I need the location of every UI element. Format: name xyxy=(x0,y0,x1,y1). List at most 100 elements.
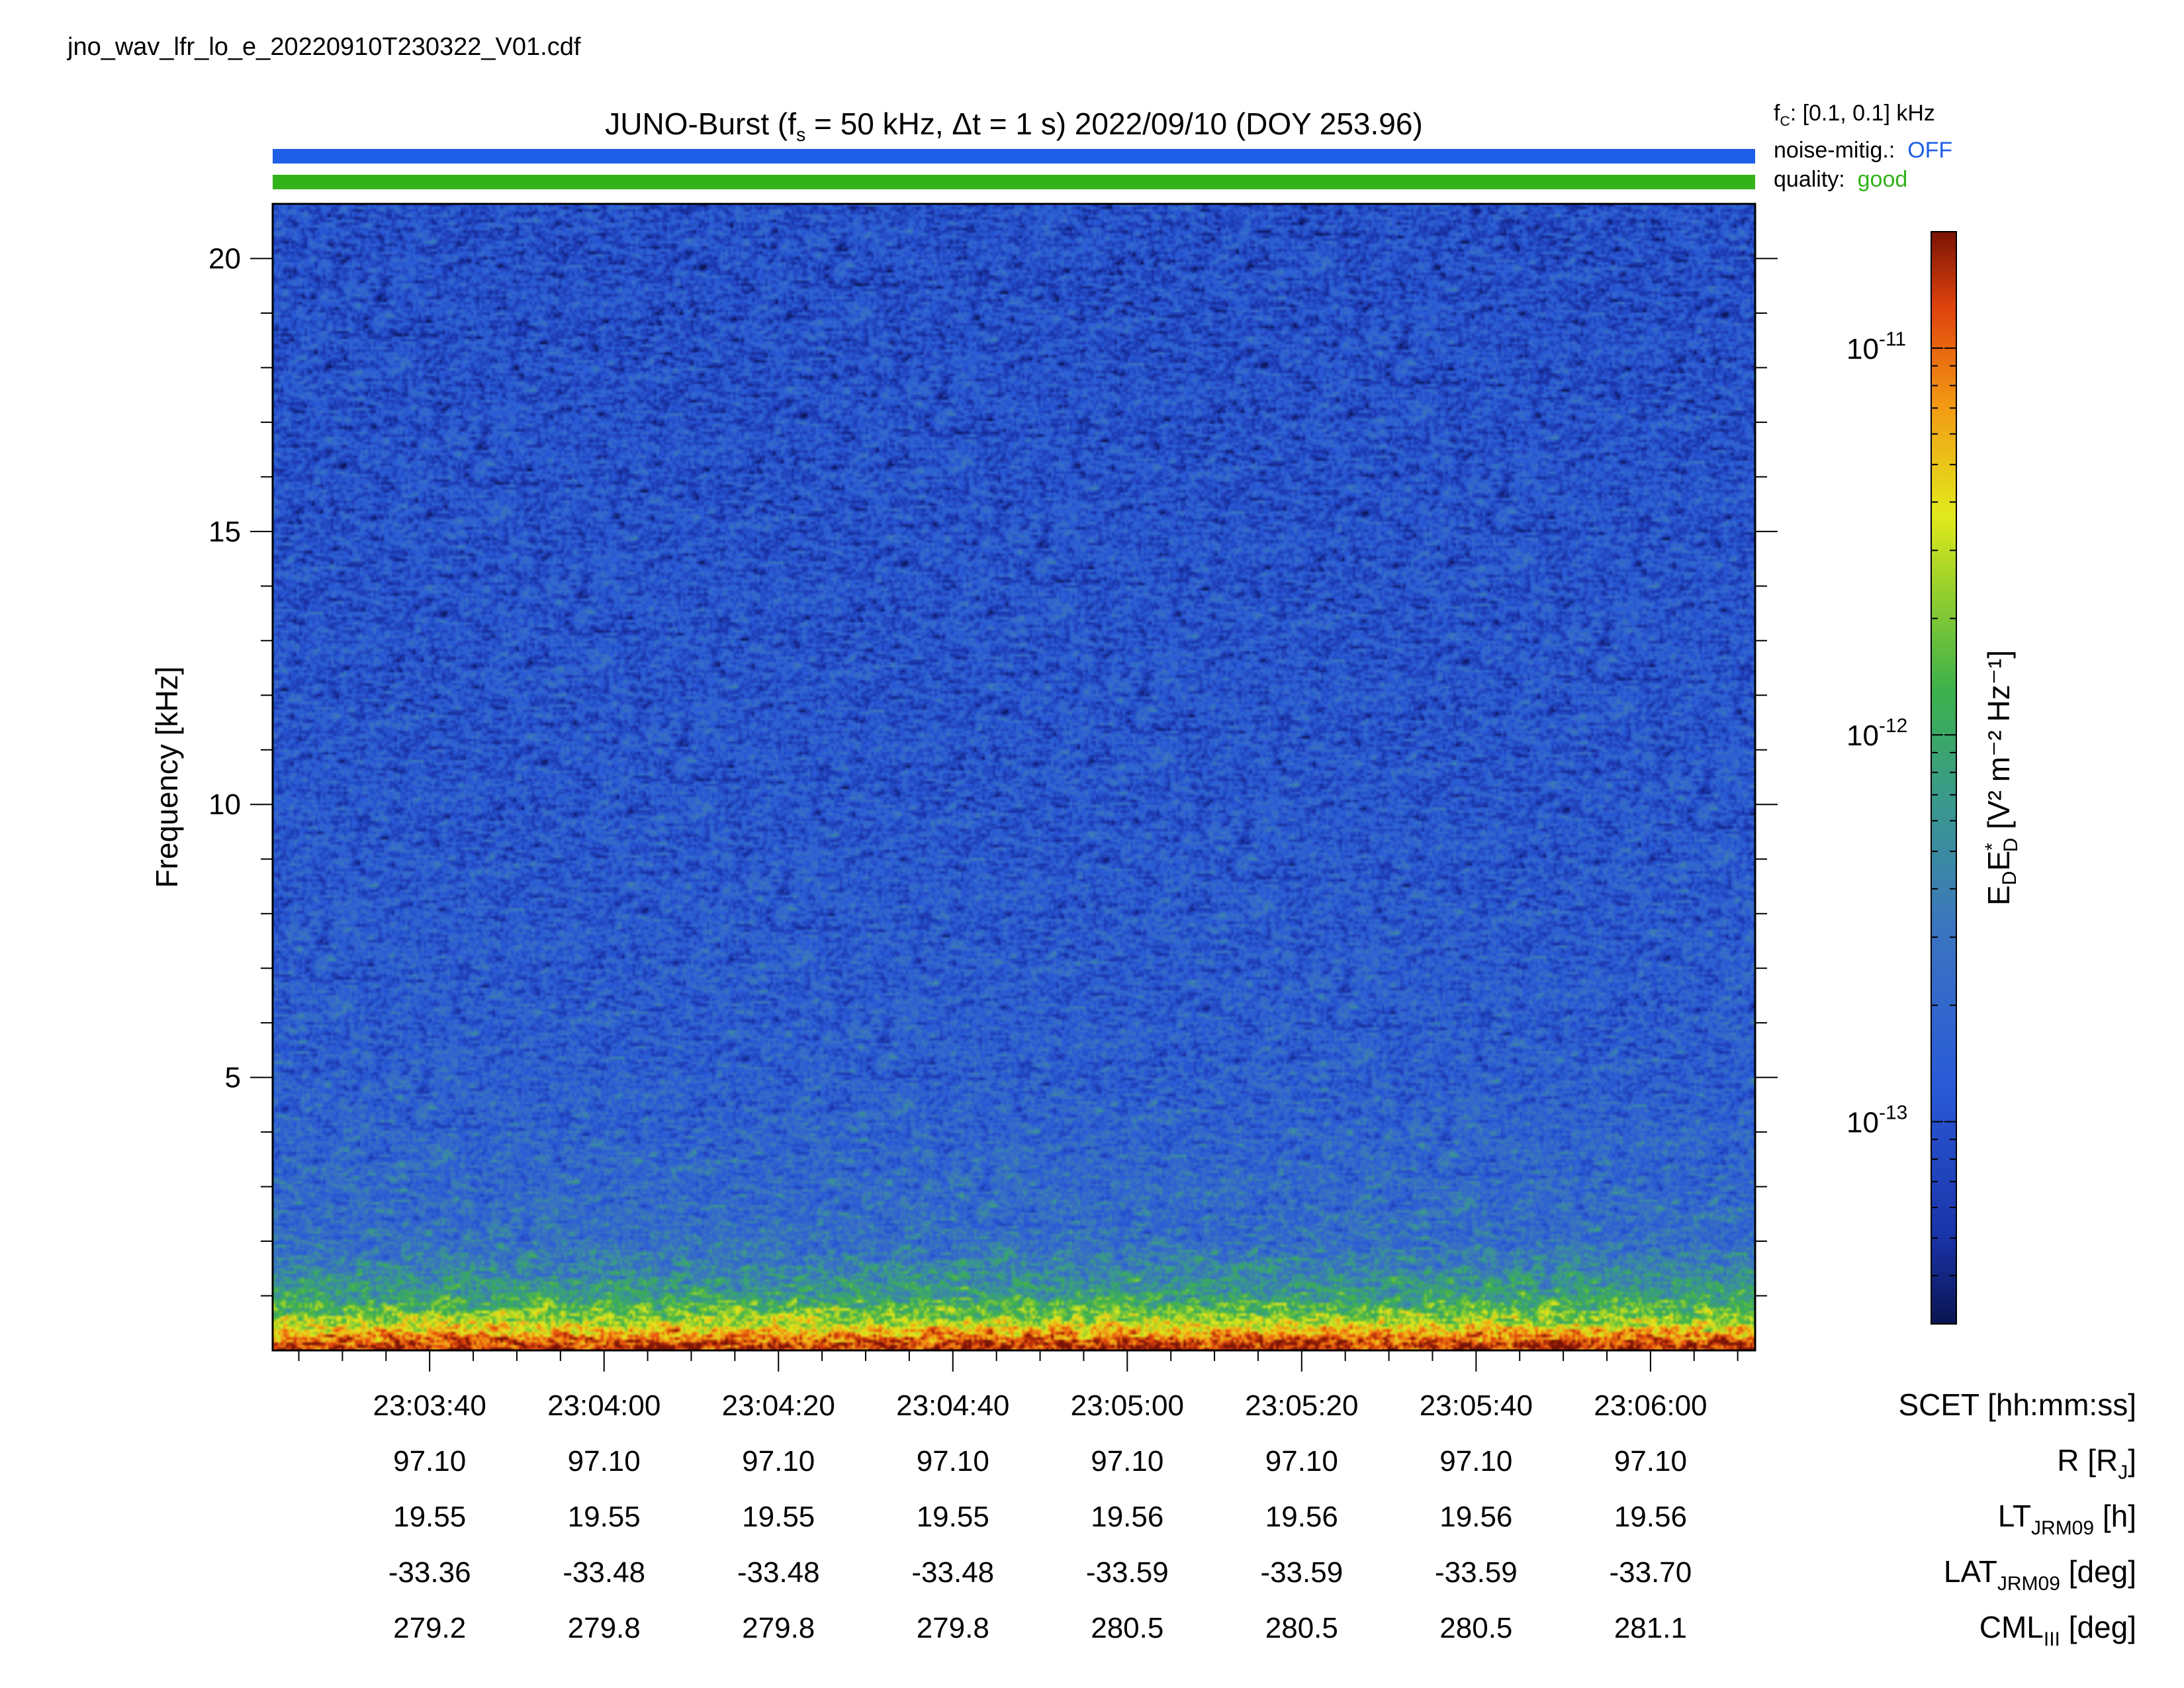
file-name: jno_wav_lfr_lo_e_20220910T230322_V01.cdf xyxy=(68,33,581,61)
x-tick-label: 23:04:40 xyxy=(896,1389,1009,1422)
ephemeris-value: 97.10 xyxy=(1091,1445,1163,1477)
ephemeris-value: -33.59 xyxy=(1086,1556,1169,1589)
colorbar-tick-exp: -13 xyxy=(1879,1102,1907,1123)
x-tick-label: 23:05:00 xyxy=(1071,1389,1184,1422)
ephemeris-label-after: [deg] xyxy=(2060,1554,2136,1589)
quality-status: quality: good xyxy=(1774,167,1907,193)
ephemeris-value: 97.10 xyxy=(1265,1445,1338,1477)
ephemeris-value: 19.55 xyxy=(742,1501,815,1533)
ephemeris-value: 279.8 xyxy=(568,1612,641,1644)
ephemeris-label-sub: JRM09 xyxy=(1997,1573,2060,1595)
x-tick-label: 23:04:00 xyxy=(547,1389,660,1422)
colorbar-tick-base: 10 xyxy=(1846,333,1879,365)
ephemeris-label-main: CML xyxy=(1979,1610,2044,1644)
fc-value: : [0.1, 0.1] kHz xyxy=(1790,101,1935,126)
ephemeris-label-main: R [R xyxy=(2057,1443,2118,1477)
x-tick-label: 23:03:40 xyxy=(373,1389,486,1422)
x-tick-label: 23:06:00 xyxy=(1594,1389,1707,1422)
ephemeris-label-after: [deg] xyxy=(2060,1610,2136,1644)
quality-label: quality: xyxy=(1774,167,1845,192)
ephemeris-value: 280.5 xyxy=(1265,1612,1338,1644)
plot-frame xyxy=(271,203,1756,1352)
ephemeris-value: 19.56 xyxy=(1091,1501,1163,1533)
ephemeris-value: -33.48 xyxy=(563,1556,645,1589)
ephemeris-value: -33.59 xyxy=(1260,1556,1343,1589)
title-prefix: JUNO-Burst (f xyxy=(605,107,796,141)
ephemeris-value: 19.55 xyxy=(393,1501,466,1533)
ephemeris-label-main: LT xyxy=(1998,1499,2031,1533)
axis-ticks xyxy=(250,258,1778,1372)
ephemeris-value: 19.56 xyxy=(1614,1501,1687,1533)
ephemeris-value: -33.59 xyxy=(1435,1556,1518,1589)
ephemeris-value: -33.48 xyxy=(737,1556,820,1589)
cb-label-units: [V² m⁻² Hz⁻¹] xyxy=(1981,650,2016,838)
ephemeris-value: 97.10 xyxy=(1439,1445,1512,1477)
ephemeris-label-main: LAT xyxy=(1944,1554,1997,1589)
x-tick-label: 23:05:40 xyxy=(1420,1389,1533,1422)
ephemeris-value: 19.55 xyxy=(568,1501,641,1533)
fc-status: fC: [0.1, 0.1] kHz xyxy=(1774,101,1935,130)
ephemeris-value: -33.70 xyxy=(1609,1556,1692,1589)
colorbar-tick-base: 10 xyxy=(1846,720,1879,752)
ephemeris-value: 19.56 xyxy=(1439,1501,1512,1533)
cb-label-mid: E xyxy=(1981,851,2016,871)
y-tick-label: 5 xyxy=(225,1062,241,1094)
y-tick-labels: 5 10 15 20 xyxy=(208,242,241,1094)
chart-title: JUNO-Burst (fs = 50 kHz, Δt = 1 s) 2022/… xyxy=(273,106,1755,146)
ephemeris-value: -33.36 xyxy=(388,1556,471,1589)
ephemeris-value: 279.2 xyxy=(393,1612,466,1644)
colorbar-tick-label: 10-13 xyxy=(1846,1102,1907,1139)
ephemeris-label: CMLIII [deg] xyxy=(1979,1610,2136,1650)
colorbar-tick-exp: -12 xyxy=(1879,715,1907,737)
fc-sub: C xyxy=(1780,113,1790,129)
colorbar-label: EDE*D [V² m⁻² Hz⁻¹] xyxy=(1981,650,2022,906)
ephemeris-label: R [RJ] xyxy=(2057,1443,2136,1483)
ephemeris-label-after: ] xyxy=(2128,1443,2136,1477)
colorbar xyxy=(1931,231,1957,1325)
colorbar-tick-label: 10-11 xyxy=(1846,328,1906,365)
ephemeris-value: 281.1 xyxy=(1614,1612,1687,1644)
y-tick-label: 20 xyxy=(208,242,241,275)
ephemeris-value: 19.55 xyxy=(917,1501,989,1533)
noise-label: noise-mitig.: xyxy=(1774,138,1895,163)
ephemeris-table: 97.10 97.10 97.10 97.10 97.10 97.10 97.10 97.10… xyxy=(388,1443,2136,1650)
ephemeris-label: LATJRM09 [deg] xyxy=(1944,1554,2136,1595)
cb-label-sup: * xyxy=(1981,843,2003,851)
colorbar-tick-label: 10-12 xyxy=(1846,715,1907,752)
cb-label-sub1: D xyxy=(1999,871,2021,886)
ephemeris-value: 97.10 xyxy=(1614,1445,1687,1477)
ephemeris-value: 280.5 xyxy=(1439,1612,1512,1644)
x-tick-label: 23:04:20 xyxy=(722,1389,835,1422)
y-tick-label: 10 xyxy=(208,788,241,821)
cb-label-main: E xyxy=(1981,885,2016,906)
ephemeris-label-sub: J xyxy=(2118,1462,2128,1483)
spectrogram-image xyxy=(273,204,1755,1350)
colorbar-tick-base: 10 xyxy=(1846,1106,1879,1139)
ephemeris-value: 97.10 xyxy=(393,1445,466,1477)
ephemeris-value: 280.5 xyxy=(1091,1612,1163,1644)
cb-label-sub2: D xyxy=(2000,838,2022,853)
noise-mitigation-bar xyxy=(273,149,1755,164)
ephemeris-label-sub: JRM09 xyxy=(2031,1517,2094,1539)
quality-bar xyxy=(273,175,1755,189)
ephemeris-value: 97.10 xyxy=(568,1445,641,1477)
ephemeris-value: 279.8 xyxy=(917,1612,989,1644)
ephemeris-label-after: [h] xyxy=(2094,1499,2136,1533)
fc-label: f xyxy=(1774,101,1780,126)
y-axis-label: Frequency [kHz] xyxy=(150,667,184,888)
x-tick-label: 23:05:20 xyxy=(1245,1389,1358,1422)
ephemeris-label-sub: III xyxy=(2044,1628,2060,1650)
title-middle: = 50 kHz, Δt = 1 s) 2022/09/10 (DOY 253.… xyxy=(805,107,1423,141)
quality-value: good xyxy=(1857,167,1908,192)
x-axis-label: SCET [hh:mm:ss] xyxy=(1898,1387,2136,1422)
x-tick-labels: 23:03:40 23:04:00 23:04:20 23:04:40 23:05:00… xyxy=(373,1389,1707,1422)
ephemeris-value: 97.10 xyxy=(917,1445,989,1477)
colorbar-tick-exp: -11 xyxy=(1879,328,1906,350)
ephemeris-value: 19.56 xyxy=(1265,1501,1338,1533)
noise-mitigation-status: noise-mitig.: OFF xyxy=(1774,138,1952,164)
ephemeris-label: LTJRM09 [h] xyxy=(1998,1499,2136,1539)
title-prefix-sub: s xyxy=(796,124,806,146)
noise-value: OFF xyxy=(1907,138,1953,163)
